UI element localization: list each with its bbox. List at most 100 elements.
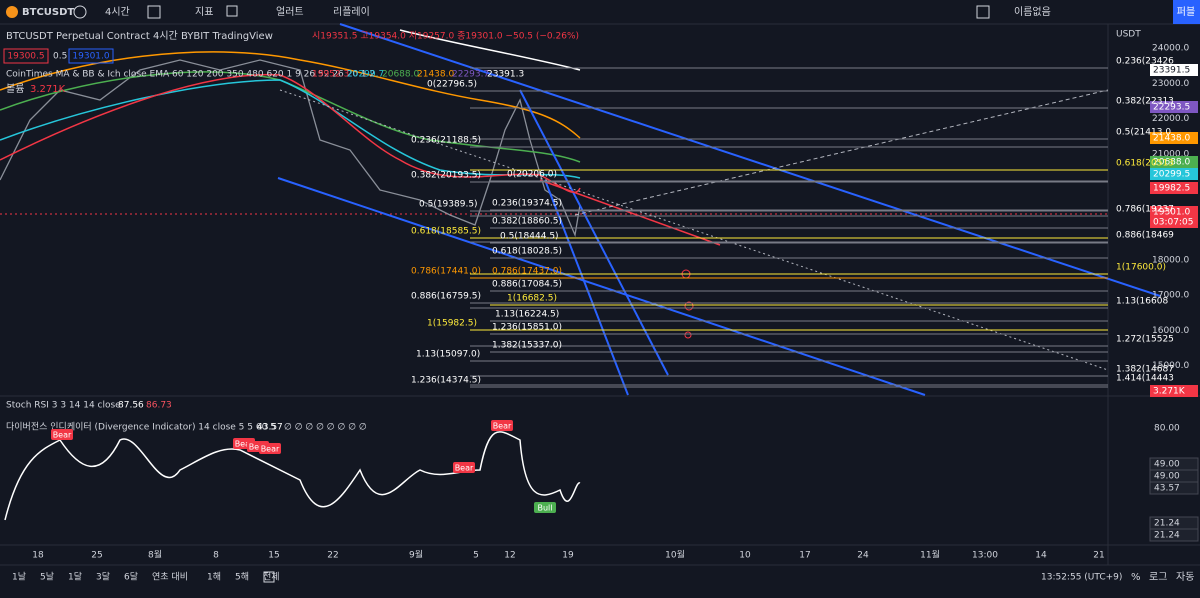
range-button[interactable]: 연초 대비 <box>152 572 188 583</box>
layout-icon[interactable] <box>976 5 990 19</box>
time-tick-label: 17 <box>799 551 810 561</box>
fib-label: 1.236(15851.0) <box>492 323 562 333</box>
time-tick-label: 21 <box>1093 551 1104 561</box>
rsi-badge <box>1149 528 1199 542</box>
time-tick-label: 19 <box>562 551 574 561</box>
legend-ohlc: 시19351.5 고19354.0 저19257.0 종19301.0 −50.… <box>312 31 579 42</box>
price-badge-label: 19982.5 <box>1153 184 1190 194</box>
rsi-tick-label: 80.00 <box>1154 424 1180 434</box>
time-tick-label: 11월 <box>920 549 940 561</box>
toolbar-button[interactable]: 리플레이 <box>333 6 370 18</box>
marker <box>684 331 692 339</box>
ma-curve <box>0 71 581 163</box>
fib-label: 0.5(21413.0 <box>1116 128 1171 138</box>
fib-label: 0.382(22313 <box>1116 97 1174 107</box>
price-badge <box>1150 168 1198 180</box>
publish[interactable]: 퍼블 <box>1177 6 1195 18</box>
fib-label: 1(17600.0) <box>1116 263 1166 273</box>
ask: 19301.0 <box>72 52 109 62</box>
range-button[interactable]: 1해 <box>207 572 221 583</box>
log-toggle[interactable]: 로그 <box>1149 572 1167 583</box>
marker <box>684 301 694 311</box>
fib-label: 0.886(17084.5) <box>492 280 562 290</box>
fib-label: 1.382(15337.0) <box>492 341 562 351</box>
trend-line <box>519 89 669 376</box>
toolbar <box>0 0 1200 24</box>
price-tick-label: 17000.0 <box>1152 291 1189 301</box>
divergence-tag-label: Bear <box>455 464 474 473</box>
auto-toggle[interactable]: 자동 <box>1176 571 1194 583</box>
range-button[interactable]: 1달 <box>68 571 82 583</box>
date-range-icon[interactable] <box>263 571 275 583</box>
trend-line <box>339 23 1161 297</box>
indicator-value: 23391.3 <box>487 70 524 80</box>
fib-label: 0.886(18469 <box>1116 231 1174 241</box>
publish-button[interactable] <box>1173 0 1200 24</box>
time-tick-label: 15 <box>268 551 279 561</box>
currency: USDT <box>1116 30 1141 40</box>
price-tick-label: 15000.0 <box>1152 361 1189 371</box>
legend-title: BTCUSDT Perpetual Contract 4시간 BYBIT Tra… <box>6 30 273 42</box>
toolbar-button[interactable]: 지표 <box>195 6 213 18</box>
ask-box[interactable] <box>68 48 114 64</box>
range-button[interactable]: 5해 <box>235 572 249 583</box>
range-button[interactable]: 1날 <box>12 572 26 583</box>
volume-value: 3.271K <box>30 84 66 95</box>
indicator-value: 20299.7 <box>347 70 384 80</box>
layout-name[interactable]: 이름없음 <box>1014 5 1051 18</box>
range-button[interactable]: 3달 <box>96 571 110 583</box>
price-tick-label: 18000.0 <box>1152 255 1189 265</box>
stoch-k: 87.56 <box>118 401 144 411</box>
templates[interactable] <box>226 5 238 17</box>
bid-box[interactable] <box>3 48 49 64</box>
trend-line <box>574 89 1109 216</box>
price-badge <box>1150 156 1198 168</box>
divergence-tag-label: Bear <box>235 440 254 449</box>
price-badge-label: 22293.5 <box>1153 103 1190 113</box>
price-badge-label: 19301.0 <box>1153 208 1190 218</box>
fib-label: 1.414(14443 <box>1116 374 1174 384</box>
add-symbol[interactable] <box>73 5 87 19</box>
time-tick-label: 8 <box>213 551 219 561</box>
trend-line <box>277 177 926 396</box>
fib-label: 0.786(19237 <box>1116 205 1174 215</box>
divergence-tag <box>453 462 475 473</box>
toolbar-button[interactable]: 얼러트 <box>276 6 304 18</box>
chart-type[interactable] <box>147 5 161 19</box>
price-badge <box>1150 182 1198 194</box>
indicator-label: CoinTimes MA & BB & Ich close EMA 60 120… <box>6 70 375 80</box>
indicator-value: 20688.0 <box>382 70 419 80</box>
price-badge-label: 21438.0 <box>1153 134 1190 144</box>
price-tick-label: 22000.0 <box>1152 114 1189 124</box>
divergence-value: 43.57 <box>257 423 283 433</box>
percent-toggle[interactable]: % <box>1131 572 1141 583</box>
fib-label: 0.236(21188.5) <box>411 136 481 146</box>
rsi-badge <box>1149 481 1199 495</box>
fib-label: 0.382(20193.5) <box>411 171 481 181</box>
fib-label: 1.272(15525 <box>1116 335 1174 345</box>
range-button[interactable]: 5날 <box>40 572 54 583</box>
rsi-tick-label: 21.24 <box>1154 519 1180 529</box>
fib-label: 1(15982.5) <box>427 319 477 329</box>
fib-label: 0.618(20513 <box>1116 159 1174 169</box>
overlays <box>0 23 1161 521</box>
rsi-tick-label: 49.00 <box>1154 472 1180 482</box>
price-badge <box>1150 385 1198 397</box>
fib-label: 1.382(14687 <box>1116 365 1174 375</box>
range-button[interactable]: 전체 <box>263 572 280 583</box>
divergence-tag-label: Bear <box>493 422 512 431</box>
bid: 19300.5 <box>7 52 44 62</box>
price-badge <box>1150 101 1198 113</box>
range-button[interactable]: 6달 <box>124 571 138 583</box>
price-tick-label: 16000.0 <box>1152 326 1189 336</box>
price-badge <box>1150 132 1198 144</box>
price-badge-label: 20299.5 <box>1153 170 1190 180</box>
symbol[interactable]: BTCUSDT <box>22 7 74 18</box>
time-tick-label: 9월 <box>409 549 423 561</box>
stoch-label: Stoch RSI 3 3 14 14 close <box>6 401 121 411</box>
trend-line <box>279 89 1109 371</box>
interval[interactable]: 4시간 <box>105 6 130 18</box>
spread: 0.5 <box>53 52 67 62</box>
fib-label: 0.5(18444.5) <box>500 232 559 242</box>
